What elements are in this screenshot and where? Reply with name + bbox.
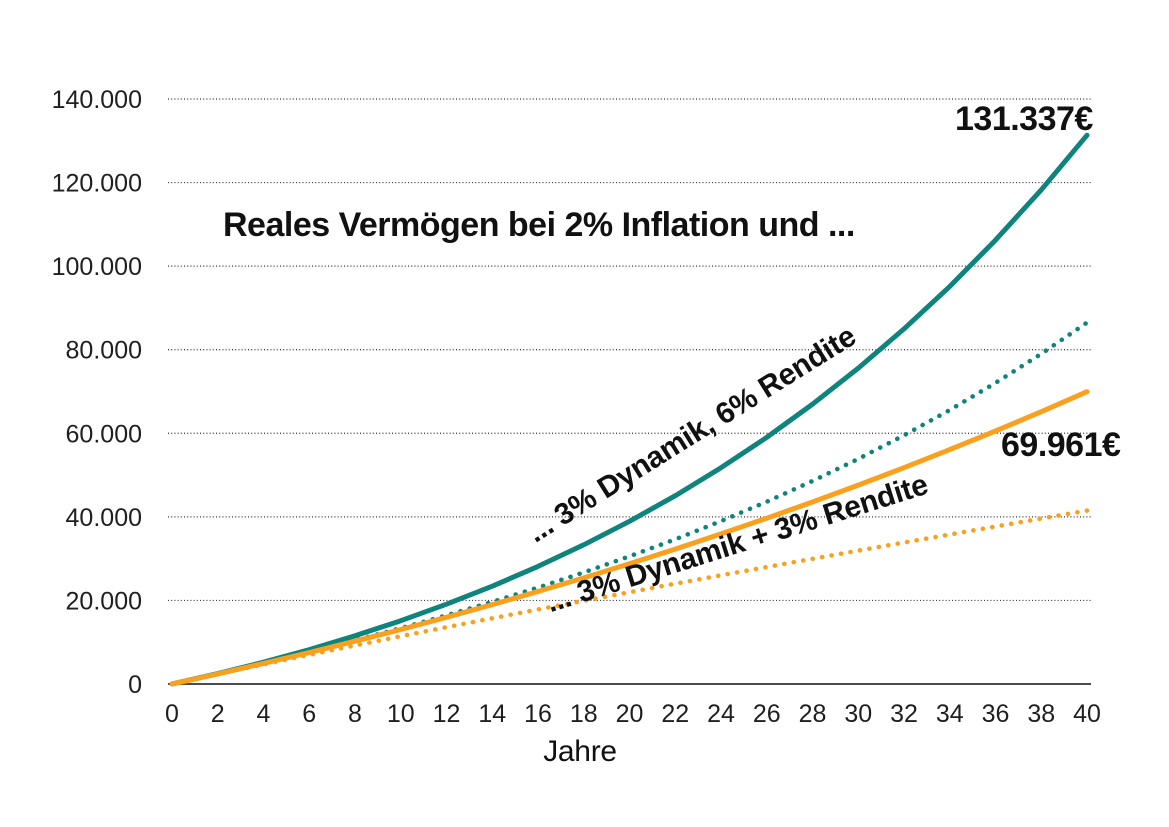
x-tick-label: 30 [844,700,872,728]
x-tick-label: 22 [661,700,689,728]
chart-title: Reales Vermögen bei 2% Inflation und ... [223,206,855,244]
x-tick-label: 10 [387,700,415,728]
x-tick-label: 28 [799,700,827,728]
x-tick-label: 14 [478,700,506,728]
y-tick-label: 80.000 [66,337,142,365]
y-tick-label: 0 [128,671,142,699]
series-line-6-rendite-dotted [169,320,1090,687]
y-tick-label: 60.000 [66,420,142,448]
x-tick-label: 24 [707,700,735,728]
x-tick-label: 0 [165,700,179,728]
x-tick-label: 6 [302,700,316,728]
x-tick-label: 26 [753,700,781,728]
y-tick-label: 20.000 [66,587,142,615]
x-tick-label: 2 [211,700,225,728]
y-tick-label: 40.000 [66,504,142,532]
x-tick-label: 8 [348,700,362,728]
x-tick-label: 34 [936,700,964,728]
y-tick-label: 140.000 [52,86,142,114]
x-tick-label: 32 [890,700,918,728]
x-tick-label: 38 [1027,700,1055,728]
series-line-dynamik-6-rendite-solid [169,132,1090,687]
x-tick-label: 20 [616,700,644,728]
y-tick-label: 120.000 [52,170,142,198]
x-axis-title: Jahre [543,735,617,768]
end-value-label-6pct-rendite: 131.337€ [955,100,1093,138]
series-line-dynamik-3-rendite-solid [169,389,1090,687]
x-tick-label: 16 [524,700,552,728]
x-tick-label: 12 [433,700,461,728]
y-tick-label: 100.000 [52,253,142,281]
end-value-label-3pct-rendite: 69.961€ [1001,426,1121,464]
x-tick-label: 4 [257,700,271,728]
x-tick-label: 36 [982,700,1010,728]
series-line-3-rendite-dotted [169,508,1090,687]
x-tick-label: 18 [570,700,598,728]
x-tick-label: 40 [1073,700,1101,728]
